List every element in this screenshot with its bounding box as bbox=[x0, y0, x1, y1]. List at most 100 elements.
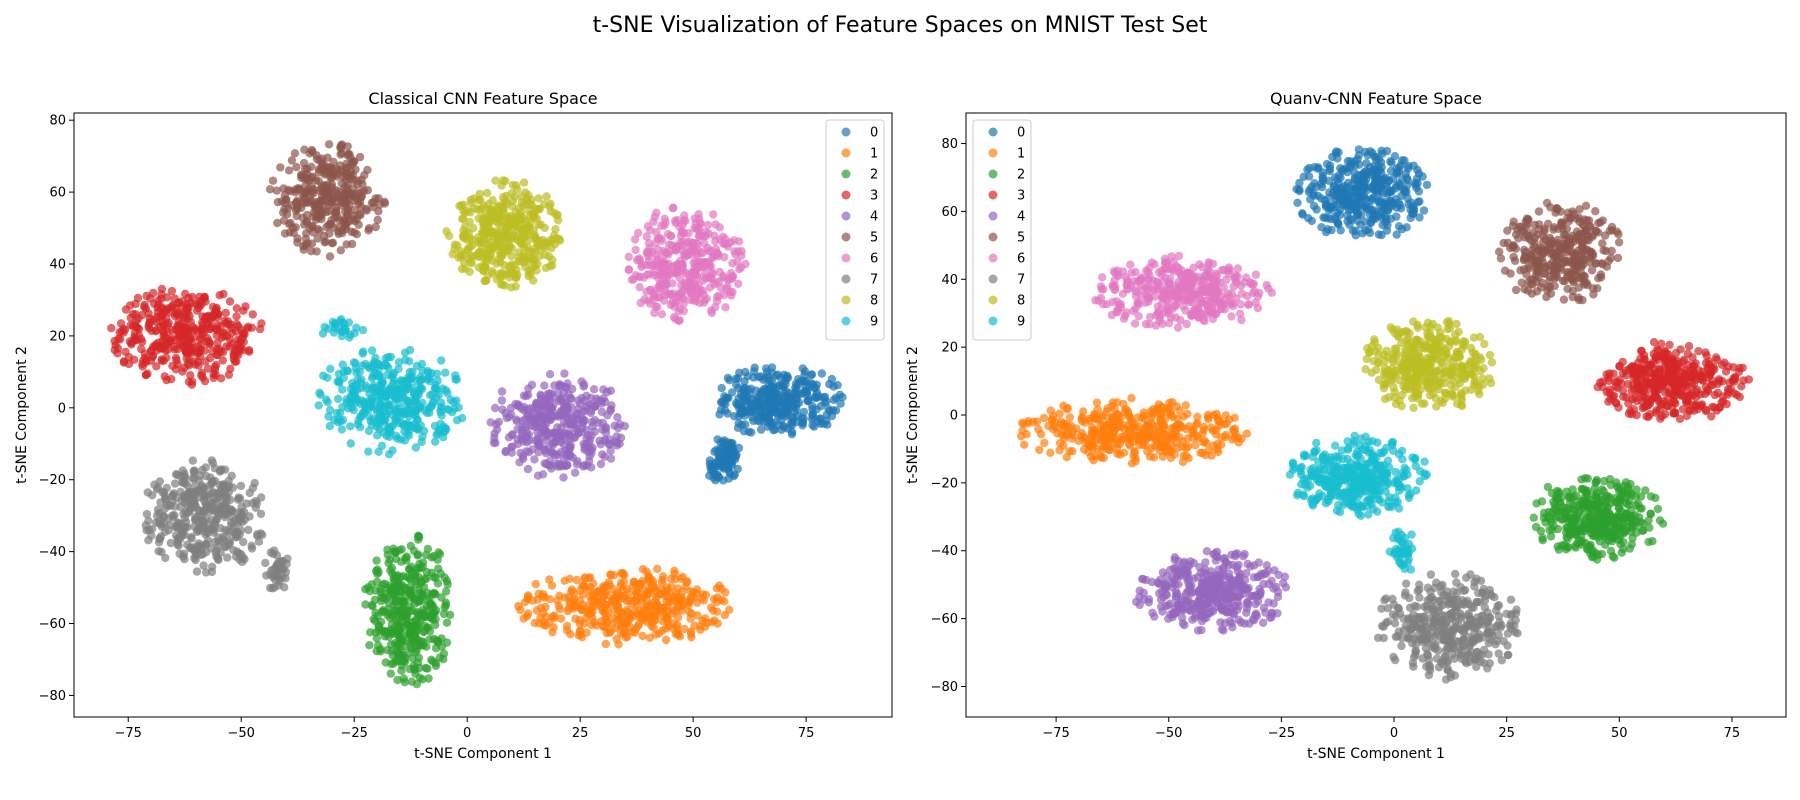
series-6-point bbox=[690, 214, 699, 223]
series-6-point bbox=[636, 298, 645, 308]
series-1-point bbox=[601, 639, 610, 649]
series-2-point bbox=[386, 586, 395, 595]
series-3-point bbox=[198, 318, 207, 327]
series-7-point bbox=[154, 547, 163, 556]
series-7-point bbox=[155, 534, 164, 543]
series-1-point bbox=[1119, 399, 1128, 409]
series-7-point bbox=[161, 553, 170, 563]
series-8-point bbox=[481, 263, 490, 273]
series-7-point bbox=[173, 518, 182, 527]
series-5-point bbox=[273, 197, 283, 207]
series-1-point bbox=[619, 577, 629, 586]
series-7-point bbox=[240, 554, 249, 564]
series-1-point bbox=[1179, 412, 1189, 421]
series-5-point bbox=[298, 213, 307, 222]
y-tick-label: 60 bbox=[49, 186, 66, 201]
series-1-point bbox=[1019, 440, 1029, 449]
series-3-point bbox=[141, 370, 151, 379]
series-4-point bbox=[518, 452, 528, 461]
series-8-point bbox=[444, 231, 454, 241]
series-0-point bbox=[1380, 174, 1389, 184]
series-1-point bbox=[1093, 415, 1103, 424]
series-1-point bbox=[1155, 442, 1165, 452]
series-4-point bbox=[605, 439, 614, 449]
series-8-point bbox=[521, 200, 531, 209]
series-9-point bbox=[328, 317, 338, 327]
legend-label-1: 1 bbox=[870, 147, 878, 162]
series-4-point bbox=[562, 410, 571, 419]
series-4-point bbox=[598, 450, 607, 459]
series-7-point bbox=[142, 509, 152, 519]
series-8-point bbox=[503, 199, 512, 208]
series-1-point bbox=[553, 596, 562, 605]
series-0-point bbox=[1335, 210, 1345, 220]
series-8-point bbox=[486, 227, 496, 236]
series-7-point bbox=[247, 544, 257, 553]
series-7-point bbox=[277, 556, 286, 566]
series-1-point bbox=[1086, 452, 1096, 461]
figure-title: t-SNE Visualization of Feature Spaces on… bbox=[593, 13, 1208, 38]
series-5-point bbox=[284, 166, 294, 175]
series-6-point bbox=[653, 302, 662, 312]
series-9-point bbox=[395, 407, 405, 417]
series-4-point bbox=[553, 412, 562, 421]
series-9-point bbox=[386, 352, 396, 362]
series-3-point bbox=[237, 325, 246, 334]
series-9-point bbox=[364, 447, 373, 456]
series-7-point bbox=[218, 501, 227, 510]
series-6-point bbox=[685, 279, 694, 288]
series-8-point bbox=[519, 178, 529, 187]
series-6-point bbox=[659, 296, 669, 305]
series-8-point bbox=[498, 229, 508, 238]
series-7-point bbox=[142, 526, 151, 535]
series-6-point bbox=[677, 288, 686, 297]
series-8-point bbox=[499, 260, 509, 270]
series-1-point bbox=[1191, 441, 1200, 450]
series-0-point bbox=[799, 407, 809, 417]
series-3-point bbox=[203, 364, 213, 373]
series-8-point bbox=[461, 264, 470, 273]
series-1-point bbox=[682, 578, 691, 587]
series-1-point bbox=[548, 628, 557, 637]
series-1-point bbox=[1127, 393, 1136, 403]
series-3-points bbox=[107, 284, 266, 389]
series-3-point bbox=[120, 325, 130, 334]
series-8-point bbox=[477, 243, 486, 252]
series-6-point bbox=[708, 269, 717, 279]
series-2-point bbox=[432, 636, 441, 645]
series-8-point bbox=[454, 253, 463, 262]
series-5-point bbox=[303, 170, 312, 179]
series-6-point bbox=[676, 231, 686, 241]
series-7-point bbox=[168, 490, 178, 500]
series-4-point bbox=[606, 446, 615, 455]
series-9-point bbox=[411, 411, 420, 420]
series-3-point bbox=[157, 290, 166, 299]
series-9-point bbox=[346, 422, 355, 431]
series-0-point bbox=[720, 436, 729, 445]
series-9-point bbox=[316, 390, 325, 399]
series-1-point bbox=[1198, 448, 1207, 457]
series-7-point bbox=[168, 511, 177, 520]
series-0-point bbox=[806, 370, 816, 380]
series-7-point bbox=[188, 474, 197, 483]
series-1-point bbox=[539, 608, 548, 618]
series-0-point bbox=[756, 425, 766, 434]
series-2-point bbox=[415, 595, 424, 605]
series-5-point bbox=[272, 186, 281, 195]
series-1-point bbox=[1208, 426, 1217, 435]
series-2-point bbox=[427, 553, 436, 562]
series-8-point bbox=[529, 276, 538, 285]
series-0-point bbox=[829, 395, 839, 405]
series-4-point bbox=[570, 468, 580, 477]
x-tick-label: 50 bbox=[685, 726, 702, 741]
series-6-point bbox=[735, 265, 744, 274]
series-0-point bbox=[1381, 218, 1390, 227]
series-8-point bbox=[501, 246, 510, 256]
series-2-point bbox=[436, 569, 445, 578]
series-1-point bbox=[622, 605, 632, 615]
series-0-point bbox=[1418, 172, 1427, 181]
series-0-point bbox=[1305, 185, 1314, 194]
series-8-point bbox=[461, 222, 470, 231]
series-8-point bbox=[530, 231, 540, 240]
series-4-point bbox=[508, 430, 517, 439]
